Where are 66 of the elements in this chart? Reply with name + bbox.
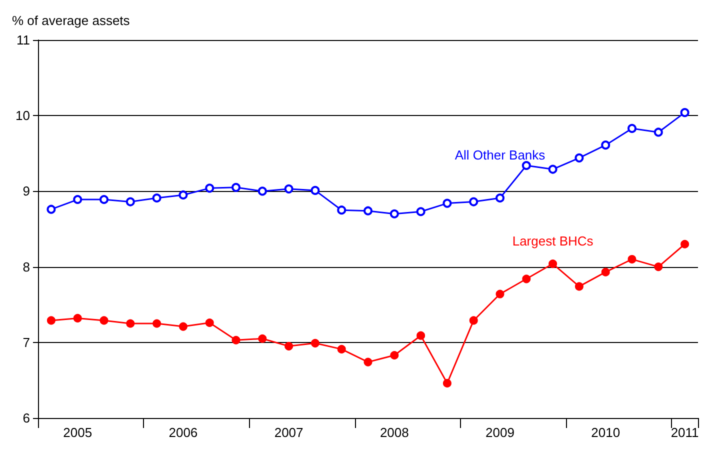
y-axis-title: % of average assets [12,13,130,28]
point [364,358,372,366]
point [628,254,636,264]
point [205,318,214,327]
series-label: All Other Banks [454,148,546,163]
y-tick-label: 9 [22,184,30,199]
point [390,209,399,218]
point [574,282,584,291]
point [46,204,56,214]
point [284,184,294,194]
point [628,124,636,133]
point [100,316,108,325]
point [152,319,162,328]
y-tick-label: 6 [22,410,30,426]
point [310,338,320,348]
x-tick-label: 2011 [670,425,699,440]
point [178,322,188,331]
point [46,316,56,325]
point [496,290,504,298]
point [680,108,690,118]
point [442,198,452,208]
point [469,197,478,206]
point [496,194,504,202]
point [654,262,663,272]
x-tick-label: 2007 [274,425,304,440]
point [73,314,82,322]
point [548,260,558,268]
point [364,206,372,216]
point [601,140,610,150]
x-tick-label: 2008 [380,425,409,440]
x-tick-label: 2005 [63,425,92,440]
y-tick-label: 10 [16,108,30,124]
point [258,334,267,343]
point [126,197,135,206]
point [548,164,558,174]
y-tick-label: 11 [16,32,30,48]
point [522,274,531,284]
point [310,186,320,195]
point [205,184,214,193]
point [178,190,188,200]
point [469,316,478,325]
point [442,378,452,388]
point [522,161,531,170]
point [337,206,346,215]
x-tick-label: 2006 [168,425,198,440]
series-label: Largest BHCs [512,234,594,249]
point [284,342,294,350]
point [152,194,162,202]
point [654,128,663,137]
x-tick-label: 2009 [486,425,514,440]
point [126,319,135,328]
point [680,240,690,248]
y-tick-label: 8 [22,259,30,274]
point [232,336,240,344]
point [416,207,426,216]
point [337,344,346,354]
y-tick-label: 7 [22,334,30,350]
point [232,182,240,192]
x-tick-label: 2010 [591,425,620,440]
point [100,195,108,204]
point [390,351,399,360]
point [258,186,267,196]
point [601,268,610,276]
point [416,331,426,340]
point [73,195,82,204]
point [574,153,584,162]
